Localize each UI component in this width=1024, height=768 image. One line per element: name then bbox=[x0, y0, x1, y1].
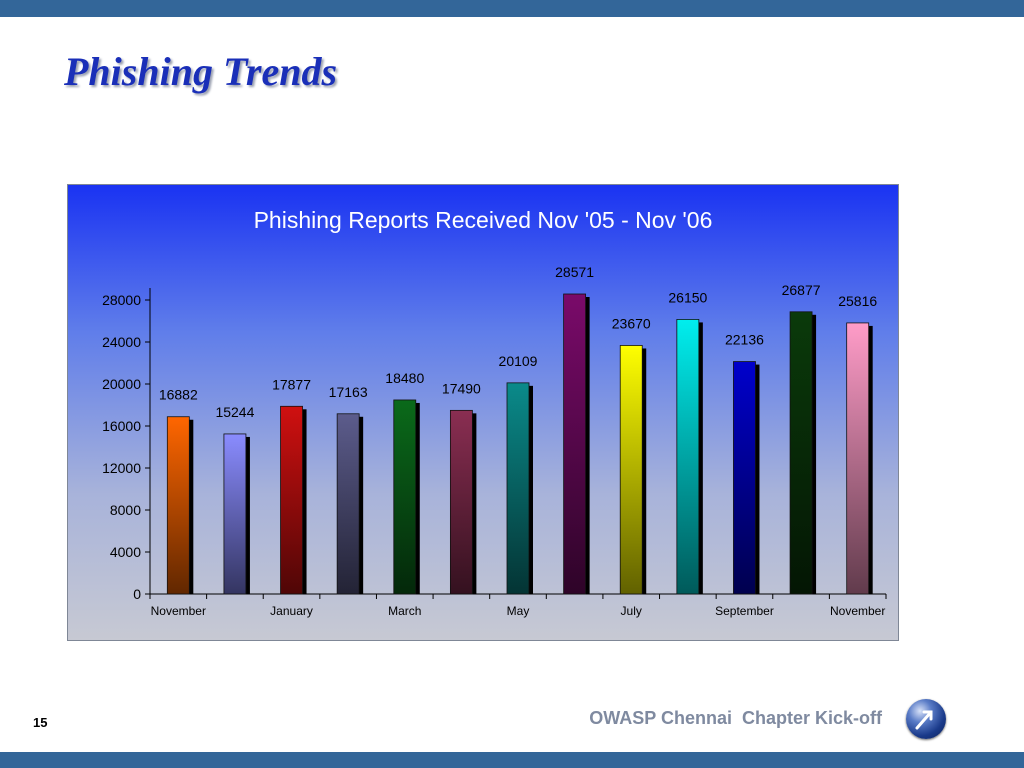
y-tick-label: 20000 bbox=[102, 376, 141, 392]
bar-chart: Phishing Reports Received Nov '05 - Nov … bbox=[102, 207, 887, 618]
y-tick-label: 0 bbox=[133, 586, 141, 602]
x-tick-label: November bbox=[830, 604, 885, 618]
data-label: 22136 bbox=[725, 332, 764, 348]
data-label: 16882 bbox=[159, 387, 198, 403]
bar-3 bbox=[280, 405, 303, 595]
x-tick-label: March bbox=[388, 604, 421, 618]
chart-frame: Phishing Reports Received Nov '05 - Nov … bbox=[67, 184, 899, 641]
bar-12 bbox=[789, 311, 813, 595]
footer-text: OWASP Chennai Chapter Kick-off bbox=[589, 708, 882, 728]
data-label: 17490 bbox=[442, 380, 481, 396]
data-label: 25816 bbox=[838, 293, 877, 309]
bar-13 bbox=[846, 322, 870, 595]
x-tick-label: January bbox=[270, 604, 313, 618]
x-tick-label: September bbox=[715, 604, 774, 618]
chart-title: Phishing Reports Received Nov '05 - Nov … bbox=[254, 207, 713, 233]
data-label: 18480 bbox=[385, 370, 424, 386]
data-label: 17877 bbox=[272, 376, 311, 392]
page-number: 15 bbox=[33, 715, 48, 730]
bar-7 bbox=[506, 382, 530, 595]
data-label: 23670 bbox=[612, 315, 651, 331]
y-tick-label: 4000 bbox=[110, 544, 141, 560]
data-label: 26877 bbox=[782, 282, 821, 298]
y-tick-label: 28000 bbox=[102, 292, 141, 308]
slide-title: Phishing Trends bbox=[64, 49, 338, 94]
top-bar bbox=[0, 0, 1024, 17]
bar-5 bbox=[393, 399, 417, 595]
bar-11 bbox=[733, 361, 756, 595]
bar-2 bbox=[223, 433, 247, 595]
owasp-logo-icon bbox=[906, 699, 946, 739]
x-tick-label: May bbox=[507, 604, 530, 618]
y-tick-label: 12000 bbox=[102, 460, 141, 476]
bar-1 bbox=[166, 416, 190, 595]
data-label: 17163 bbox=[329, 384, 368, 400]
x-tick-label: July bbox=[621, 604, 642, 618]
y-tick-label: 8000 bbox=[110, 502, 141, 518]
bar-8 bbox=[563, 293, 587, 595]
data-label: 20109 bbox=[499, 353, 538, 369]
y-tick-label: 16000 bbox=[102, 418, 141, 434]
bottom-bar bbox=[0, 752, 1024, 768]
data-label: 26150 bbox=[668, 289, 707, 305]
bar-4 bbox=[336, 413, 360, 595]
data-label: 28571 bbox=[555, 264, 594, 280]
x-tick-label: November bbox=[151, 604, 206, 618]
data-label: 15244 bbox=[215, 404, 254, 420]
bar-6 bbox=[449, 409, 473, 595]
y-tick-label: 24000 bbox=[102, 334, 141, 350]
bar-10 bbox=[676, 319, 700, 595]
bar-9 bbox=[619, 345, 643, 595]
